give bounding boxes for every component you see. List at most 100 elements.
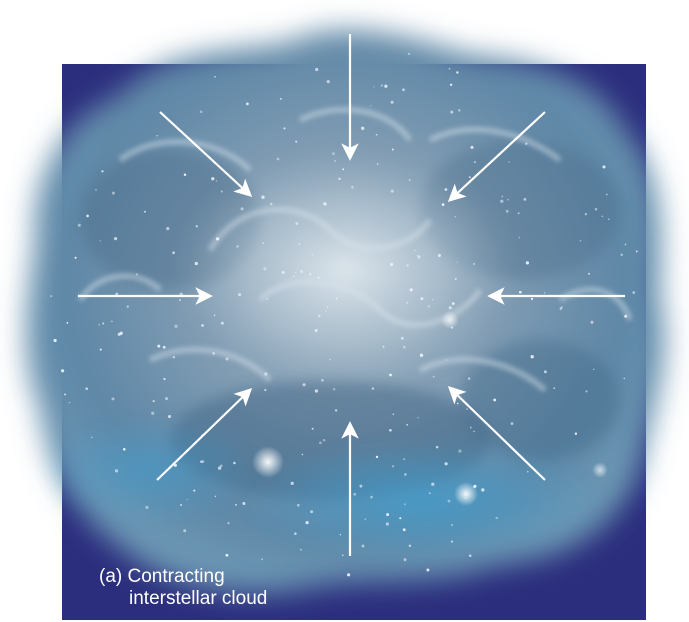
star: [264, 388, 267, 392]
star: [588, 272, 590, 275]
star: [266, 297, 269, 300]
star: [385, 522, 390, 526]
star: [450, 540, 454, 543]
star: [111, 320, 113, 323]
contraction-arrows: [78, 34, 625, 556]
star: [183, 529, 187, 533]
star: [456, 402, 459, 405]
star: [559, 307, 563, 310]
star: [85, 387, 89, 391]
star: [380, 84, 383, 87]
star: [361, 544, 365, 548]
star: [458, 109, 461, 112]
star: [470, 145, 474, 149]
star: [391, 148, 394, 151]
star: [114, 237, 118, 241]
star: [163, 377, 166, 381]
star: [467, 377, 471, 380]
star: [473, 430, 475, 433]
star: [382, 345, 385, 348]
star: [290, 481, 294, 486]
star: [530, 297, 534, 301]
star: [454, 277, 457, 280]
star: [526, 470, 529, 473]
star: [111, 191, 115, 195]
star: [221, 321, 224, 325]
star: [429, 492, 431, 494]
star: [391, 465, 395, 468]
star: [437, 254, 441, 257]
star: [464, 497, 467, 499]
star: [199, 110, 203, 114]
star: [77, 223, 81, 227]
star: [332, 388, 336, 391]
star: [164, 397, 169, 401]
star: [195, 225, 198, 228]
star: [390, 100, 394, 104]
star: [353, 492, 357, 496]
star: [319, 441, 322, 445]
star: [386, 513, 390, 517]
star: [341, 554, 344, 557]
star: [212, 352, 215, 355]
star: [213, 314, 216, 316]
star: [456, 71, 459, 74]
star: [342, 168, 345, 171]
star: [215, 180, 218, 182]
star: [523, 198, 527, 201]
star: [166, 227, 170, 231]
star: [211, 177, 215, 181]
star: [323, 202, 327, 206]
star: [201, 460, 205, 464]
star: [263, 267, 267, 271]
star: [403, 503, 406, 506]
star: [602, 165, 606, 169]
star: [419, 353, 424, 357]
star: [242, 502, 246, 505]
star: [315, 67, 319, 72]
star: [518, 290, 522, 294]
star: [543, 370, 547, 374]
star: [450, 326, 454, 329]
star: [594, 207, 598, 211]
star: [579, 239, 582, 242]
star: [473, 484, 477, 488]
star: [215, 237, 220, 241]
star: [404, 473, 407, 476]
star: [298, 243, 301, 245]
star: [553, 387, 556, 390]
star: [448, 67, 451, 70]
star: [473, 263, 476, 265]
star: [145, 505, 149, 510]
star: [447, 499, 451, 503]
star: [135, 273, 139, 276]
star: [375, 133, 378, 136]
star: [518, 236, 521, 239]
star: [632, 291, 636, 294]
star: [525, 142, 528, 146]
star: [227, 521, 230, 525]
star: [157, 344, 161, 348]
figure-caption: (a) Contracting interstellar cloud: [99, 566, 267, 610]
star: [53, 338, 57, 343]
star: [98, 323, 100, 326]
star: [293, 275, 295, 277]
star: [384, 84, 388, 88]
star: [373, 86, 375, 88]
star: [408, 52, 410, 55]
star: [406, 423, 409, 426]
star: [296, 503, 300, 507]
star: [605, 193, 608, 196]
star: [168, 415, 171, 418]
star: [101, 170, 104, 173]
star: [593, 368, 595, 370]
star: [473, 161, 476, 164]
star: [624, 314, 628, 318]
star: [408, 179, 411, 182]
star: [214, 76, 216, 78]
star: [60, 369, 65, 373]
star: [217, 466, 222, 470]
star: [444, 188, 448, 191]
caption-line-1: (a) Contracting: [99, 566, 225, 587]
